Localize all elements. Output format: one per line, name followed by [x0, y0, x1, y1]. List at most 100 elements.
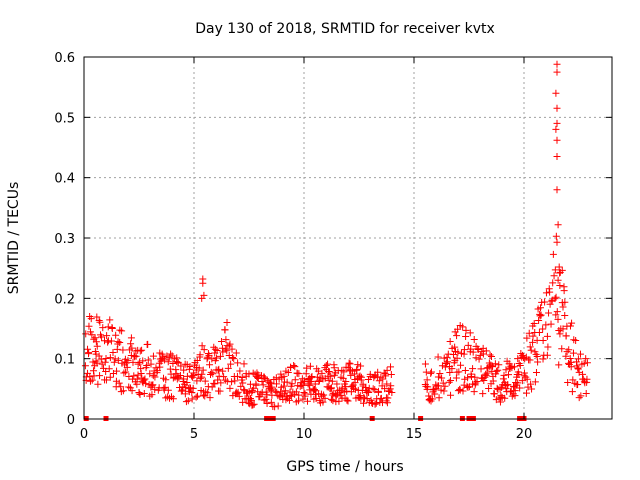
data-point	[514, 379, 522, 387]
data-point	[148, 381, 156, 389]
data-point	[225, 342, 233, 350]
data-point	[230, 355, 238, 363]
data-point	[268, 383, 276, 391]
data-point	[209, 370, 217, 378]
data-point	[579, 370, 587, 378]
data-point	[184, 397, 192, 405]
data-point	[260, 373, 268, 381]
data-point	[460, 346, 468, 354]
data-point	[159, 353, 167, 361]
data-point	[314, 367, 322, 375]
data-point	[383, 399, 391, 407]
data-point	[149, 352, 157, 360]
data-point	[447, 376, 455, 384]
data-point	[119, 387, 127, 395]
data-point	[86, 377, 94, 385]
data-point	[553, 136, 561, 144]
data-point	[136, 358, 144, 366]
data-point	[551, 295, 559, 303]
data-point	[532, 368, 540, 376]
data-point	[356, 372, 364, 380]
data-point	[151, 373, 159, 381]
data-point	[180, 375, 188, 383]
data-point	[550, 272, 558, 280]
data-point	[222, 345, 230, 353]
data-point	[527, 346, 535, 354]
data-point	[205, 351, 213, 359]
data-point	[189, 384, 197, 392]
data-point	[125, 383, 133, 391]
data-point	[306, 362, 314, 370]
data-point	[559, 325, 567, 333]
data-point	[533, 336, 541, 344]
data-point	[250, 400, 258, 408]
data-point	[218, 338, 226, 346]
data-point	[180, 366, 188, 374]
data-point	[470, 388, 478, 396]
data-point	[554, 276, 562, 284]
data-point	[214, 376, 222, 384]
data-point	[374, 368, 382, 376]
data-point	[553, 60, 561, 68]
data-point	[254, 371, 262, 379]
data-point	[128, 387, 136, 395]
data-point	[454, 348, 462, 356]
data-point	[438, 362, 446, 370]
data-point	[343, 396, 351, 404]
data-point	[553, 68, 561, 76]
data-point	[263, 400, 271, 408]
data-point	[493, 384, 501, 392]
data-point	[423, 376, 431, 384]
data-point	[190, 371, 198, 379]
data-point	[338, 384, 346, 392]
x-tick-label: 0	[80, 427, 88, 442]
data-point	[198, 370, 206, 378]
data-point	[333, 380, 341, 388]
data-point	[303, 364, 311, 372]
data-point	[560, 283, 568, 291]
data-point	[213, 346, 221, 354]
data-point	[181, 390, 189, 398]
data-points	[81, 60, 591, 411]
data-point	[92, 338, 100, 346]
data-point	[129, 358, 137, 366]
data-point	[222, 336, 230, 344]
y-tick-label: 0.2	[54, 292, 75, 307]
data-point	[534, 358, 542, 366]
data-point	[350, 384, 358, 392]
data-point	[542, 289, 550, 297]
data-point	[320, 391, 328, 399]
data-point	[116, 338, 124, 346]
data-point	[211, 380, 219, 388]
data-point	[523, 389, 531, 397]
data-point	[377, 394, 385, 402]
data-point	[360, 393, 368, 401]
data-point	[351, 385, 359, 393]
data-point	[228, 345, 236, 353]
data-point	[140, 390, 148, 398]
data-point	[344, 397, 352, 405]
data-point	[110, 358, 118, 366]
data-point	[165, 353, 173, 361]
data-point	[106, 354, 114, 362]
data-point	[128, 344, 136, 352]
chart-title: Day 130 of 2018, SRMTID for receiver kvt…	[195, 21, 495, 37]
data-point	[234, 359, 242, 367]
data-point	[543, 351, 551, 359]
data-point	[504, 371, 512, 379]
data-point	[176, 371, 184, 379]
data-point	[553, 186, 561, 194]
data-point	[239, 398, 247, 406]
data-point	[545, 285, 553, 293]
data-point	[467, 372, 475, 380]
data-point	[374, 388, 382, 396]
data-point	[137, 369, 145, 377]
data-point	[428, 395, 436, 403]
data-point	[460, 381, 468, 389]
data-point	[299, 381, 307, 389]
data-point	[296, 382, 304, 390]
data-point	[481, 373, 489, 381]
x-tick-label: 5	[190, 427, 198, 442]
data-point	[201, 392, 209, 400]
data-point	[454, 325, 462, 333]
